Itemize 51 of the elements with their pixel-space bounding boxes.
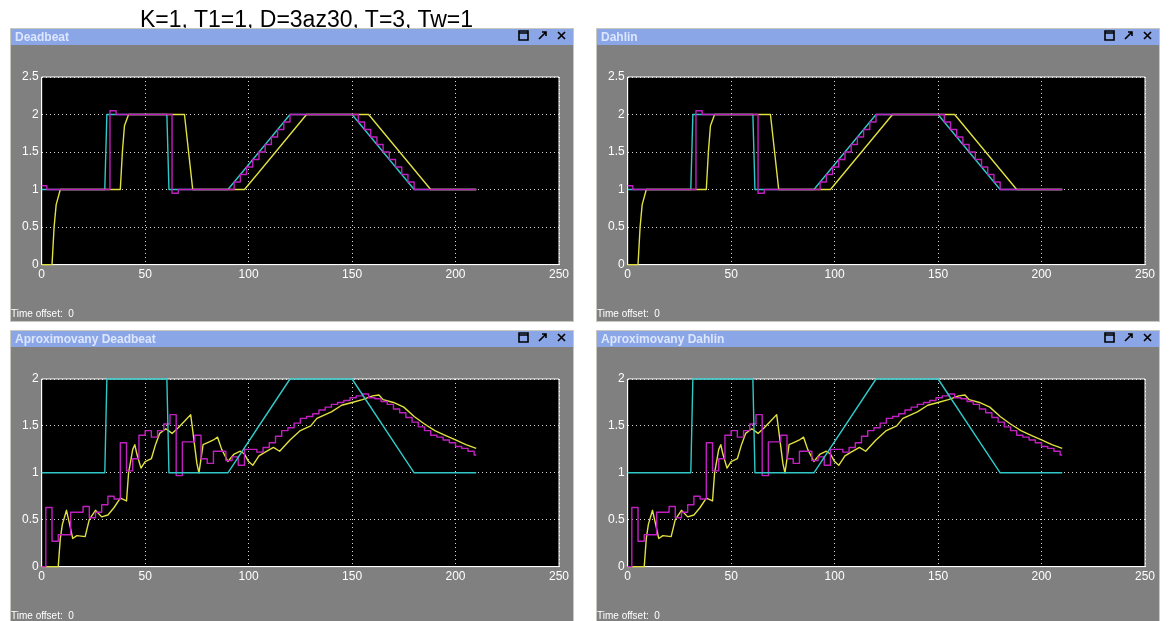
y-tick-label: 1.5 [21,418,39,433]
y-tick-label: 0.5 [21,219,39,234]
y-tick-label: 0 [31,558,39,573]
x-tick-label: 50 [138,569,153,584]
x-tick-label: 250 [1134,267,1156,282]
y-tick-label: 0.5 [607,219,625,234]
x-tick-label: 250 [1134,569,1156,584]
y-tick-label: 1.5 [607,418,625,433]
chart-title: Aproximovany Deadbeat [11,331,573,347]
y-tick-label: 1 [617,181,625,196]
y-tick-label: 2 [617,106,625,121]
x-tick-label: 200 [1031,569,1052,584]
x-tick-label: 150 [342,267,363,282]
text: Time offset: 0 [597,610,660,621]
text: Time offset: 0 [11,308,74,319]
y-tick-label: 2 [31,106,39,121]
x-tick-label: 250 [548,569,570,584]
x-tick-label: 200 [1031,267,1052,282]
x-tick-label: 100 [824,569,845,584]
y-tick-label: 2 [617,371,625,386]
y-tick-label: 1.5 [607,144,625,159]
y-tick-label: 1 [31,181,39,196]
y-tick-label: 2.5 [21,69,39,84]
x-tick-label: 50 [724,569,739,584]
x-tick-label: 200 [445,267,466,282]
x-tick-label: 200 [445,569,466,584]
x-tick-label: 100 [824,267,845,282]
y-tick-label: 2 [31,371,39,386]
x-tick-label: 250 [548,267,570,282]
y-tick-label: 1.5 [21,144,39,159]
chart-title: Aproximovany Dahlin [597,331,1159,347]
text: Time offset: 0 [11,610,74,621]
x-tick-label: 100 [238,569,259,584]
y-tick-label: 0 [617,256,625,271]
x-tick-label: 150 [928,569,949,584]
x-tick-label: 150 [342,569,363,584]
y-tick-label: 1 [617,465,625,480]
x-tick-label: 50 [724,267,739,282]
chart-title: Deadbeat [15,30,70,44]
text: Time offset: 0 [597,308,660,319]
x-tick-label: 50 [138,267,153,282]
y-tick-label: 2.5 [607,69,625,84]
chart-title: Dahlin [597,29,1159,45]
x-tick-label: 100 [238,267,259,282]
text: K=1, T1=1, D=3az30, T=3, Tw=1 [140,6,474,33]
y-tick-label: 0 [31,256,39,271]
x-tick-label: 150 [928,267,949,282]
y-tick-label: 0.5 [21,512,39,527]
y-tick-label: 1 [31,465,39,480]
y-tick-label: 0.5 [607,512,625,527]
y-tick-label: 0 [617,558,625,573]
